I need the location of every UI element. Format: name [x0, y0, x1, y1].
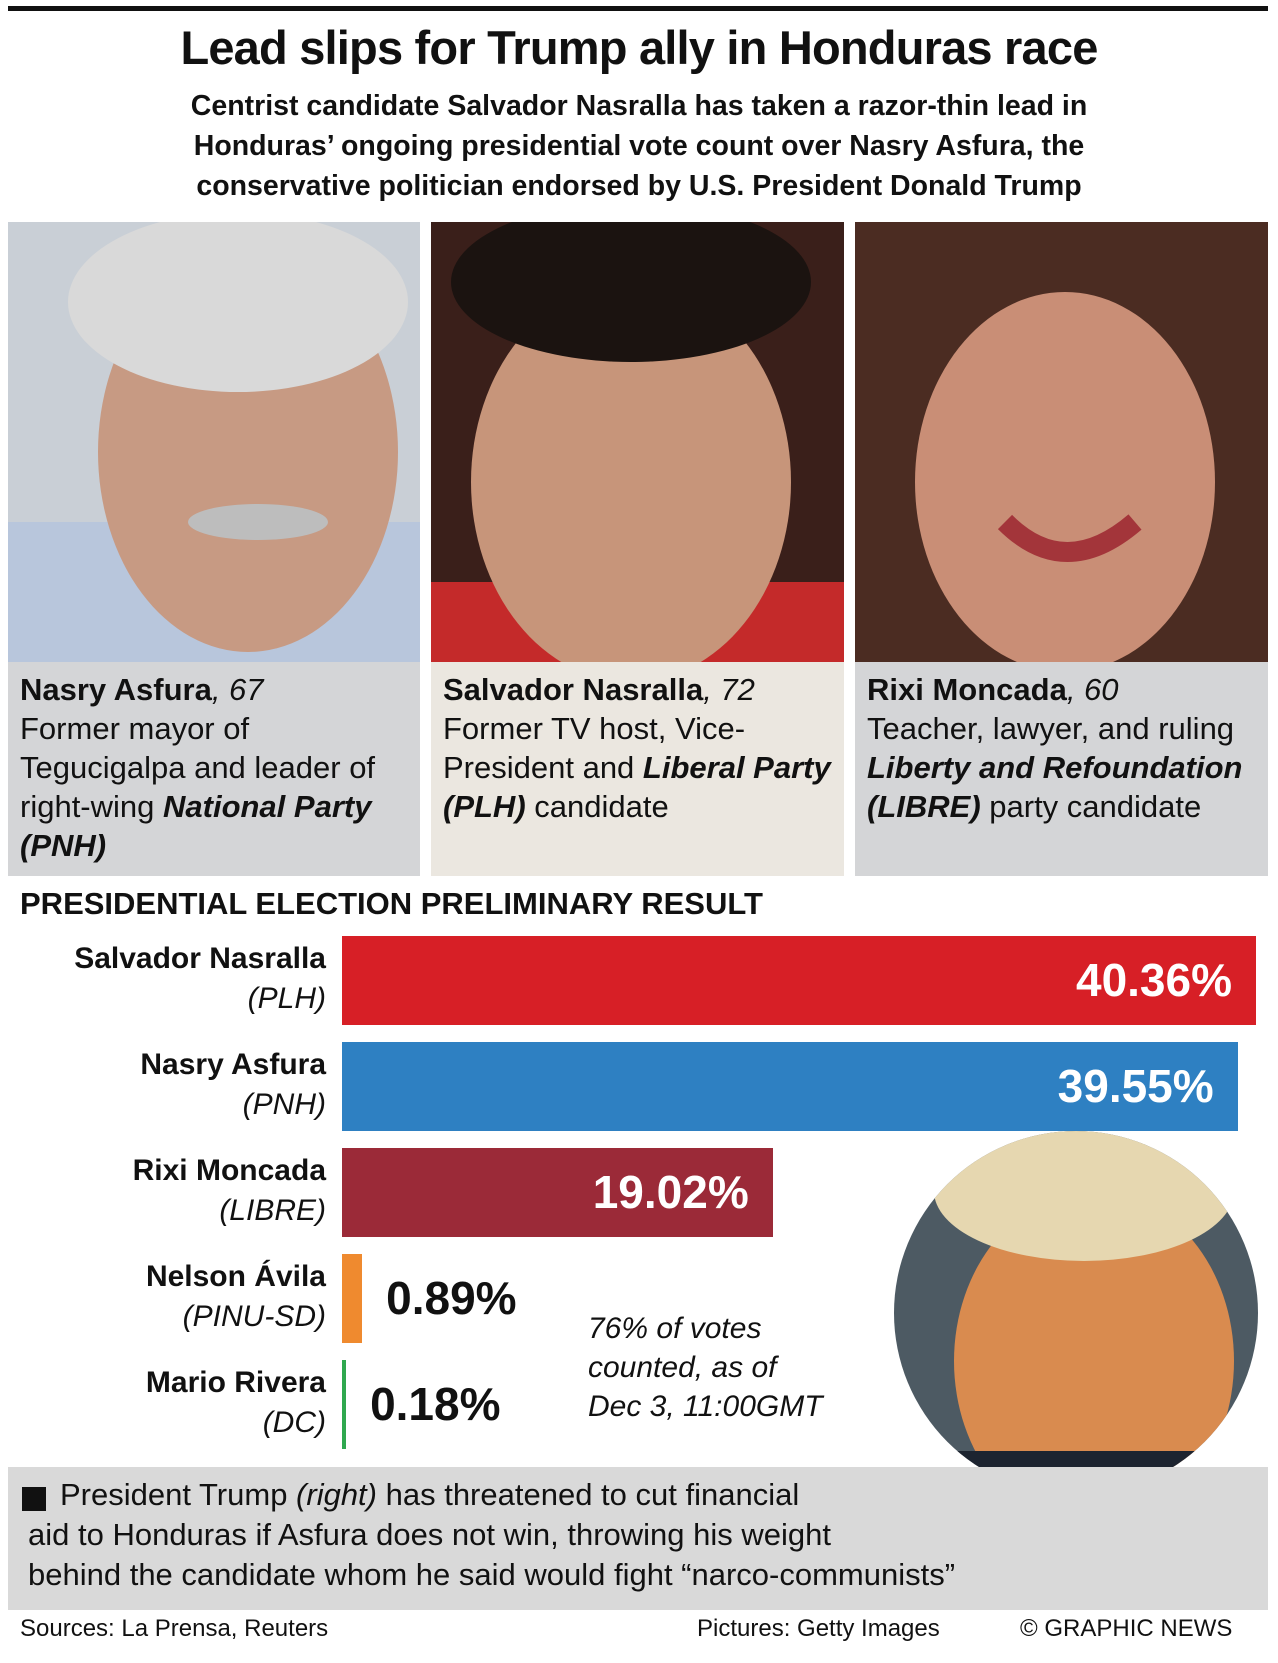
- party-label: (PNH): [242, 1088, 326, 1121]
- annotation: 76% of votes: [588, 1312, 762, 1345]
- text-run: Former mayor of Tegucigalpa and leader o…: [20, 711, 376, 824]
- note-line: aid to Honduras if Asfura does not win, …: [28, 1517, 831, 1553]
- text-run: aid to Honduras if Asfura does not win, …: [28, 1517, 832, 1552]
- photo-nasralla: [431, 222, 844, 662]
- text-run: (right): [296, 1477, 377, 1512]
- photo-moncada: [855, 222, 1268, 662]
- text-run: Rixi Moncada: [867, 672, 1067, 707]
- candidate-caption: Salvador Nasralla, 72 Former TV host, Vic…: [431, 662, 844, 876]
- text-run: Liberty and Refoundation (LIBRE): [867, 750, 1243, 824]
- bar: [342, 1148, 773, 1237]
- annotation: Dec 3, 11:00GMT: [588, 1390, 823, 1423]
- photo-trump: [894, 1131, 1258, 1495]
- text-run: National Party (PNH): [20, 789, 372, 863]
- candidate-heading: Salvador Nasralla, 72: [443, 670, 832, 709]
- bar: [342, 1042, 1238, 1131]
- party-label: (PLH): [247, 982, 326, 1015]
- candidate-description: Former TV host, Vice-President and Liber…: [443, 709, 832, 826]
- text-run: behind the candidate whom he said would …: [28, 1557, 956, 1592]
- candidate-heading: Nasry Asfura, 67: [20, 670, 408, 709]
- subtitle-line: Honduras’ ongoing presidential vote coun…: [193, 130, 1085, 162]
- category-label: Nelson Ávila: [145, 1260, 326, 1293]
- candidate-description: Teacher, lawyer, and ruling Liberty and …: [867, 709, 1256, 826]
- annotation: counted, as of: [588, 1351, 777, 1384]
- candidate-heading: Rixi Moncada, 60: [867, 670, 1256, 709]
- text-run: party candidate: [980, 789, 1202, 824]
- text-run: Nasry Asfura: [20, 672, 212, 707]
- text-run: , 67: [211, 672, 264, 707]
- bar: [342, 1360, 347, 1449]
- category-label: Mario Rivera: [145, 1366, 326, 1399]
- sources: Sources: La Prensa, Reuters: [20, 1615, 329, 1642]
- note-line: President Trump (right) has threatened t…: [60, 1477, 799, 1513]
- photo-asfura: [8, 222, 420, 662]
- party-label: (DC): [262, 1406, 326, 1439]
- category-label: Nasry Asfura: [140, 1048, 326, 1081]
- text-run: , 72: [703, 672, 755, 707]
- credit: © GRAPHIC NEWS: [1020, 1615, 1233, 1642]
- candidate-caption: Rixi Moncada, 60 Teacher, lawyer, and rul…: [855, 662, 1268, 876]
- value-label: 19.02%: [592, 1166, 749, 1218]
- subtitle-line: Centrist candidate Salvador Nasralla has…: [190, 90, 1088, 122]
- text-run: Former TV host, Vice-President and: [443, 711, 746, 785]
- pictures-credit: Pictures: Getty Images: [697, 1615, 940, 1642]
- text-run: Salvador Nasralla: [443, 672, 704, 707]
- category-label: Rixi Moncada: [132, 1154, 326, 1187]
- text-run: Teacher, lawyer, and ruling: [867, 711, 1235, 746]
- text-run: Liberal Party (PLH): [443, 750, 831, 824]
- top-rule: [8, 6, 1268, 11]
- category-label: Salvador Nasralla: [74, 942, 326, 975]
- title: Lead slips for Trump ally in Honduras ra…: [180, 21, 1098, 74]
- value-label: 0.89%: [386, 1272, 517, 1324]
- party-label: (LIBRE): [219, 1194, 326, 1227]
- bar: [342, 1254, 363, 1343]
- text-run: President Trump: [60, 1477, 297, 1512]
- note-box: President Trump (right) has threatened t…: [8, 1467, 1268, 1610]
- note-bullet: [22, 1487, 46, 1511]
- text-run: , 60: [1066, 672, 1119, 707]
- note-line: behind the candidate whom he said would …: [28, 1557, 955, 1593]
- bar: [342, 936, 1256, 1025]
- candidate-caption: Nasry Asfura, 67 Former mayor of Teguciga…: [8, 662, 420, 876]
- value-label: 0.18%: [370, 1378, 501, 1430]
- party-label: (PINU-SD): [182, 1300, 326, 1333]
- text-run: has threatened to cut financial: [377, 1477, 800, 1512]
- value-label: 39.55%: [1057, 1060, 1214, 1112]
- candidate-description: Former mayor of Tegucigalpa and leader o…: [20, 709, 408, 865]
- value-label: 40.36%: [1075, 954, 1232, 1006]
- subtitle-line: conservative politician endorsed by U.S.…: [196, 170, 1082, 202]
- chart-title: PRESIDENTIAL ELECTION PRELIMINARY RESULT: [20, 886, 763, 921]
- text-run: candidate: [525, 789, 669, 824]
